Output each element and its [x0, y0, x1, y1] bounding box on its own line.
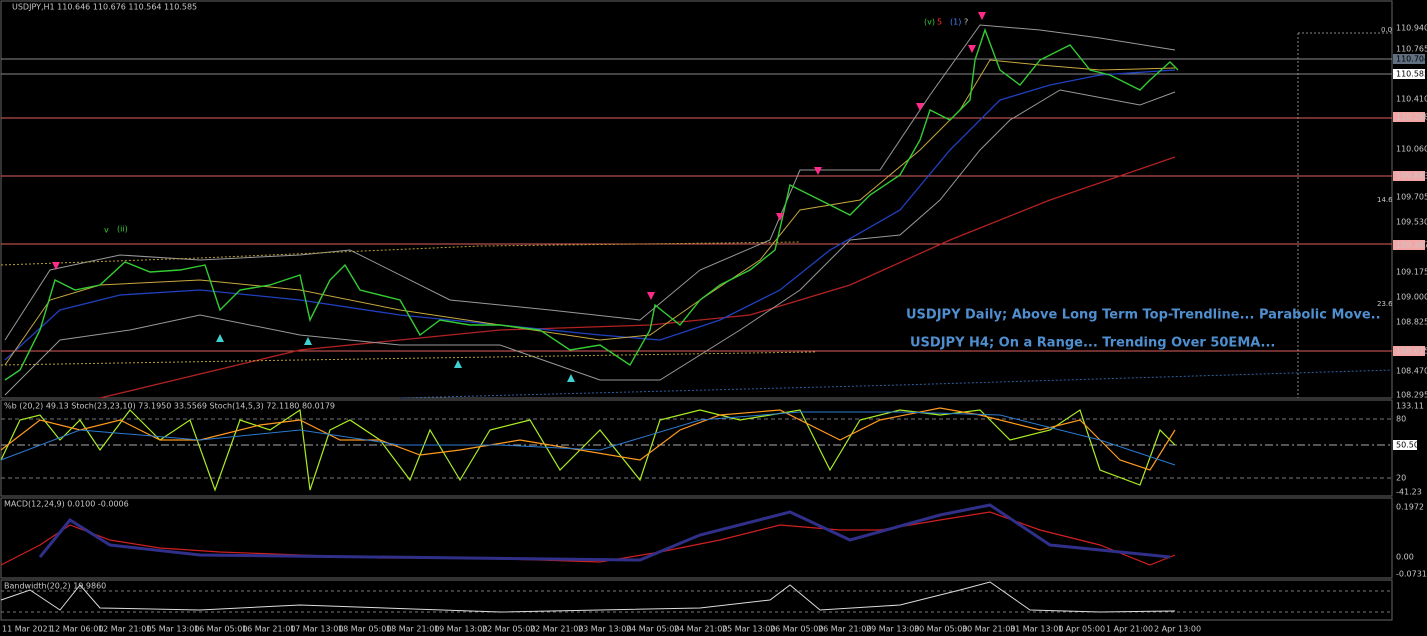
- time-label: 1 Apr 21:00: [1106, 625, 1153, 634]
- indicator-header: Bandwidth(20,2) 19.9860: [4, 582, 106, 591]
- oscillator-label: -41.23: [1396, 488, 1422, 497]
- time-label: 12 Mar 21:00: [98, 625, 151, 634]
- price-label: 108.295: [1396, 391, 1427, 400]
- annotation: USDJPY Daily; Above Long Term Top-Trendl…: [906, 308, 1381, 323]
- wave-label: (1): [950, 18, 961, 27]
- oscillator-label: 133.11: [1396, 402, 1424, 411]
- time-label: 12 Mar 06:00: [50, 625, 103, 634]
- macd-label: -0.0731: [1396, 570, 1427, 579]
- price-label: 109.175: [1396, 268, 1427, 277]
- price-label: 109.367: [1396, 241, 1427, 250]
- wave-label: 5: [937, 18, 942, 27]
- fib-label: 14.6: [1377, 196, 1393, 204]
- time-label: 22 Mar 21:00: [530, 625, 583, 634]
- wave-label: (ii): [117, 225, 128, 234]
- price-label: 110.410: [1396, 95, 1427, 104]
- macd-label: 0.1972: [1396, 503, 1424, 512]
- macd-label: 0.00: [1396, 553, 1414, 562]
- time-label: 29 Mar 13:00: [866, 625, 919, 634]
- price-label: 108.615: [1396, 347, 1427, 356]
- time-label: 23 Mar 13:00: [578, 625, 631, 634]
- time-label: 16 Mar 05:00: [194, 625, 247, 634]
- time-label: 15 Mar 13:00: [146, 625, 199, 634]
- wave-label: ?: [964, 18, 968, 27]
- time-label: 26 Mar 21:00: [818, 625, 871, 634]
- time-label: 17 Mar 13:00: [290, 625, 343, 634]
- time-label: 24 Mar 21:00: [674, 625, 727, 634]
- price-label: 110.060: [1396, 145, 1427, 154]
- price-label: 108.470: [1396, 367, 1427, 376]
- time-label: 19 Mar 13:00: [434, 625, 487, 634]
- time-label: 2 Apr 13:00: [1154, 625, 1201, 634]
- time-label: 30 Mar 05:00: [914, 625, 967, 634]
- time-label: 11 Mar 2021: [2, 625, 53, 634]
- time-label: 18 Mar 05:00: [338, 625, 391, 634]
- time-label: 25 Mar 13:00: [722, 625, 775, 634]
- time-label: 24 Mar 05:00: [626, 625, 679, 634]
- price-label: 109.705: [1396, 193, 1427, 202]
- fib-label: 23.6: [1377, 300, 1393, 308]
- wave-label: v: [104, 226, 109, 235]
- time-label: 31 Mar 13:00: [1010, 625, 1063, 634]
- time-label: 26 Mar 05:00: [770, 625, 823, 634]
- oscillator-label: 80: [1396, 415, 1406, 424]
- price-label: 109.883: [1396, 172, 1427, 181]
- oscillator-label: 20: [1396, 474, 1406, 483]
- price-label: 110.585: [1396, 70, 1427, 79]
- indicator-header: MACD(12,24,9) 0.0100 -0.0006: [4, 500, 129, 509]
- chart-header: USDJPY,H1 110.646 110.676 110.564 110.58…: [12, 3, 197, 12]
- indicator-header: %b (20,2) 49.13 Stoch(23,23,10) 73.1950 …: [4, 402, 335, 411]
- price-label: 110.298: [1396, 113, 1427, 122]
- price-label: 108.825: [1396, 318, 1427, 327]
- price-label: 109.530: [1396, 218, 1427, 227]
- annotation: USDJPY H4; On a Range... Trending Over 5…: [910, 336, 1275, 351]
- price-label: 110.704: [1396, 55, 1427, 64]
- price-label: 110.940: [1396, 24, 1427, 33]
- fib-label: 0.0: [1381, 26, 1392, 34]
- price-label: 110.765: [1396, 45, 1427, 54]
- oscillator-label: 50.50: [1396, 441, 1419, 450]
- time-label: 18 Mar 21:00: [386, 625, 439, 634]
- wave-label: (v): [924, 18, 935, 27]
- time-label: 30 Mar 21:00: [962, 625, 1015, 634]
- price-label: 109.000: [1396, 293, 1427, 302]
- time-label: 1 Apr 05:00: [1058, 625, 1105, 634]
- time-label: 16 Mar 21:00: [242, 625, 295, 634]
- time-label: 22 Mar 05:00: [482, 625, 535, 634]
